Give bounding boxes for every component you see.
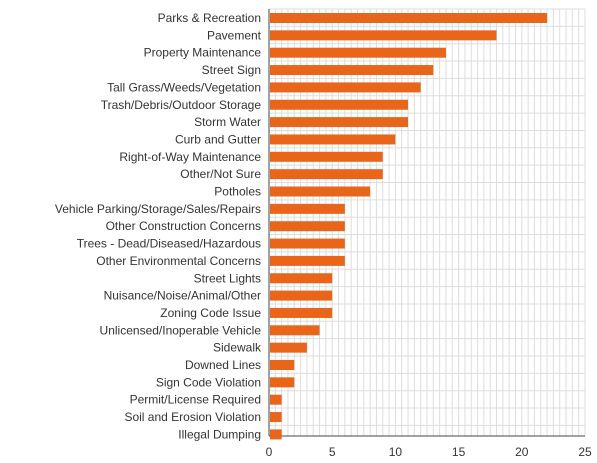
bar [270,99,409,110]
bar [270,429,282,440]
category-label: Trees - Dead/Diseased/Hazardous [77,237,261,251]
bar [270,394,282,405]
bar [270,238,345,249]
category-label: Storm Water [194,115,261,129]
bar [270,151,383,162]
category-label: Permit/License Required [130,393,261,407]
category-label: Trash/Debris/Outdoor Storage [101,98,262,112]
category-label: Sidewalk [213,341,262,355]
category-label: Zoning Code Issue [160,306,261,320]
x-tick-label: 25 [578,445,592,459]
category-label: Curb and Gutter [175,132,261,146]
category-label: Other Construction Concerns [106,219,261,233]
bar [270,307,333,318]
category-label: Street Lights [194,271,261,285]
bars [270,13,548,440]
x-tick-label: 10 [389,445,403,459]
bar [270,325,320,336]
category-label: Unlicensed/Inoperable Vehicle [100,323,262,337]
bar [270,134,396,145]
category-label: Other Environmental Concerns [96,254,261,268]
category-label: Tall Grass/Weeds/Vegetation [107,80,261,94]
category-label: Potholes [214,185,261,199]
category-label: Parks & Recreation [158,11,261,25]
x-tick-label: 15 [452,445,466,459]
bar [270,82,421,93]
category-label: Right-of-Way Maintenance [119,150,261,164]
bar [270,47,446,58]
category-label: Nuisance/Noise/Animal/Other [104,289,261,303]
category-label: Street Sign [202,63,261,77]
bar [270,360,295,370]
bar [270,30,497,41]
bar [270,342,307,353]
category-label: Vehicle Parking/Storage/Sales/Repairs [55,202,261,216]
x-tick-label: 5 [329,445,336,459]
bar [270,377,295,388]
bar [270,203,345,214]
bar [270,186,371,197]
x-tick-labels: 0 5 10 15 20 25 [266,445,592,459]
bar [270,65,434,76]
bar [270,221,345,232]
category-labels: Parks & Recreation Pavement Property Maint… [55,11,262,441]
category-label: Downed Lines [185,358,261,372]
bar [270,412,282,423]
bar [270,169,383,180]
category-label: Property Maintenance [144,46,262,60]
category-label: Illegal Dumping [178,427,261,441]
x-tick-label: 20 [515,445,529,459]
bar [270,273,333,284]
bar [270,290,333,301]
category-label: Other/Not Sure [180,167,261,181]
bar [270,13,548,23]
category-label: Pavement [207,28,262,42]
bar [270,117,409,128]
bar [270,255,345,266]
category-label: Sign Code Violation [156,375,261,389]
category-label: Soil and Erosion Violation [124,410,261,424]
x-tick-label: 0 [266,445,273,459]
